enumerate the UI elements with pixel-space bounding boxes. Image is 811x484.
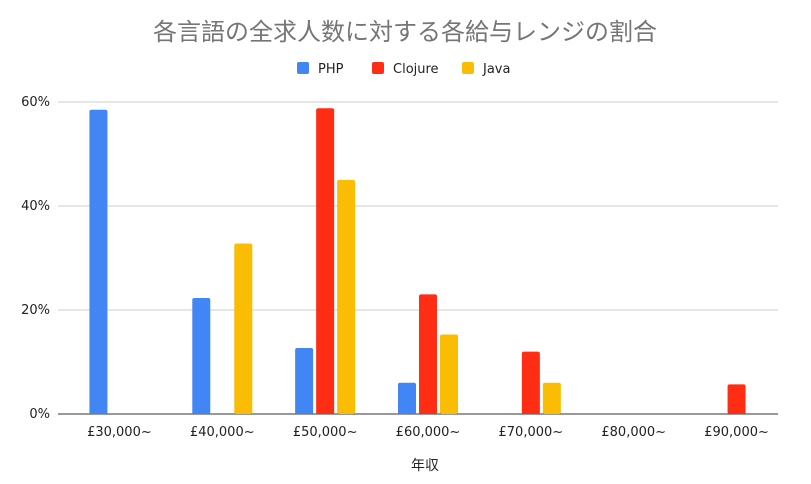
legend-swatch-clojure [372, 62, 384, 74]
bar-clojure-4 [521, 351, 540, 414]
bar-java-1 [234, 243, 253, 414]
bar-clojure-3 [419, 294, 437, 414]
chart-title: 各言語の全求人数に対する各給与レンジの割合 [153, 18, 657, 46]
x-axis-ticks: £30,000~ £40,000~ £50,000~ £60,000~ £70,000~… [87, 425, 769, 440]
x-axis-label: 年収 [411, 458, 439, 474]
bar-clojure-2 [316, 108, 335, 415]
legend: PHP Clojure Java [297, 62, 510, 77]
x-tick-label: £30,000~ [87, 425, 152, 440]
x-tick-label: £70,000~ [499, 425, 564, 440]
legend-swatch-java [462, 62, 474, 74]
legend-label-clojure: Clojure [393, 62, 439, 77]
y-tick-label: 0% [29, 407, 50, 422]
bar-php-3 [398, 382, 416, 414]
bar-php-2 [295, 347, 314, 414]
bar-clojure-6 [727, 384, 746, 414]
y-tick-label: 40% [21, 199, 50, 214]
bars [89, 108, 746, 415]
bar-java-2 [337, 180, 356, 414]
y-tick-label: 60% [21, 95, 50, 110]
x-tick-label: £90,000~ [704, 425, 769, 440]
legend-label-java: Java [482, 62, 510, 77]
bar-java-3 [440, 334, 458, 414]
y-tick-label: 20% [21, 303, 50, 318]
bar-php-0 [89, 109, 108, 415]
bar-java-4 [542, 382, 561, 414]
legend-label-php: PHP [318, 62, 344, 77]
x-tick-label: £60,000~ [396, 425, 461, 440]
legend-swatch-php [297, 62, 309, 74]
x-tick-label: £80,000~ [601, 425, 666, 440]
y-axis-ticks: 0% 20% 40% 60% [21, 95, 50, 422]
gridlines [58, 101, 778, 415]
x-tick-label: £50,000~ [293, 425, 358, 440]
bar-php-1 [192, 298, 211, 414]
x-tick-label: £40,000~ [190, 425, 255, 440]
